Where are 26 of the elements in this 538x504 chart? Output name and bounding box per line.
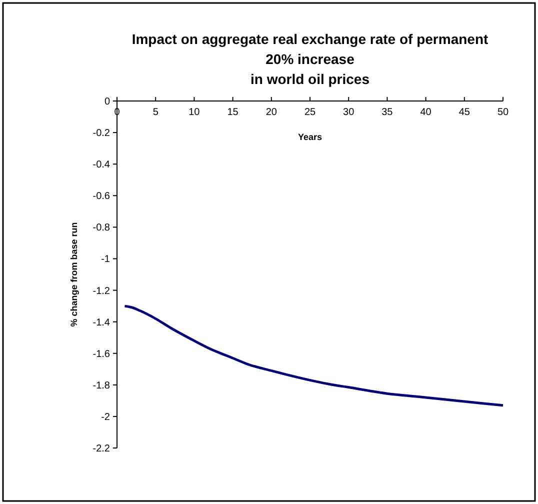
x-tick-label: 45 [458, 107, 470, 118]
x-tick-label: 10 [188, 107, 200, 118]
x-tick-label: 35 [382, 107, 394, 118]
y-axis-title: % change from base run [69, 222, 79, 327]
y-tick-label: -0.2 [92, 128, 110, 140]
x-tick-label: 25 [304, 107, 316, 118]
x-tick-label: 20 [266, 107, 278, 118]
y-tick-label: -0.4 [92, 160, 110, 171]
x-tick-label: 5 [152, 107, 159, 118]
y-tick-label: -1.8 [92, 380, 110, 392]
chart-title: Impact on aggregate real exchange rate of permanent 20% increase in world oil prices [132, 31, 488, 87]
line-series [123, 304, 504, 407]
y-tick-label: -0.8 [92, 222, 110, 234]
y-tick-label: -1.4 [92, 317, 110, 328]
y-tick-label: 0 [104, 96, 110, 108]
y-tick-label: -0.6 [92, 191, 110, 202]
y-tick-label: -1.2 [92, 286, 110, 297]
x-tick-label: 50 [497, 107, 509, 118]
x-tick-label: 15 [227, 107, 239, 118]
y-tick-label: -1 [101, 254, 110, 266]
y-tick-label: -2.2 [92, 444, 110, 454]
x-tick-label: 30 [343, 107, 355, 118]
y-tick-label: -1.6 [92, 348, 110, 360]
x-axis-title: Years [298, 132, 322, 142]
x-tick-label: 40 [420, 107, 432, 118]
y-tick-label: -2 [101, 412, 110, 423]
